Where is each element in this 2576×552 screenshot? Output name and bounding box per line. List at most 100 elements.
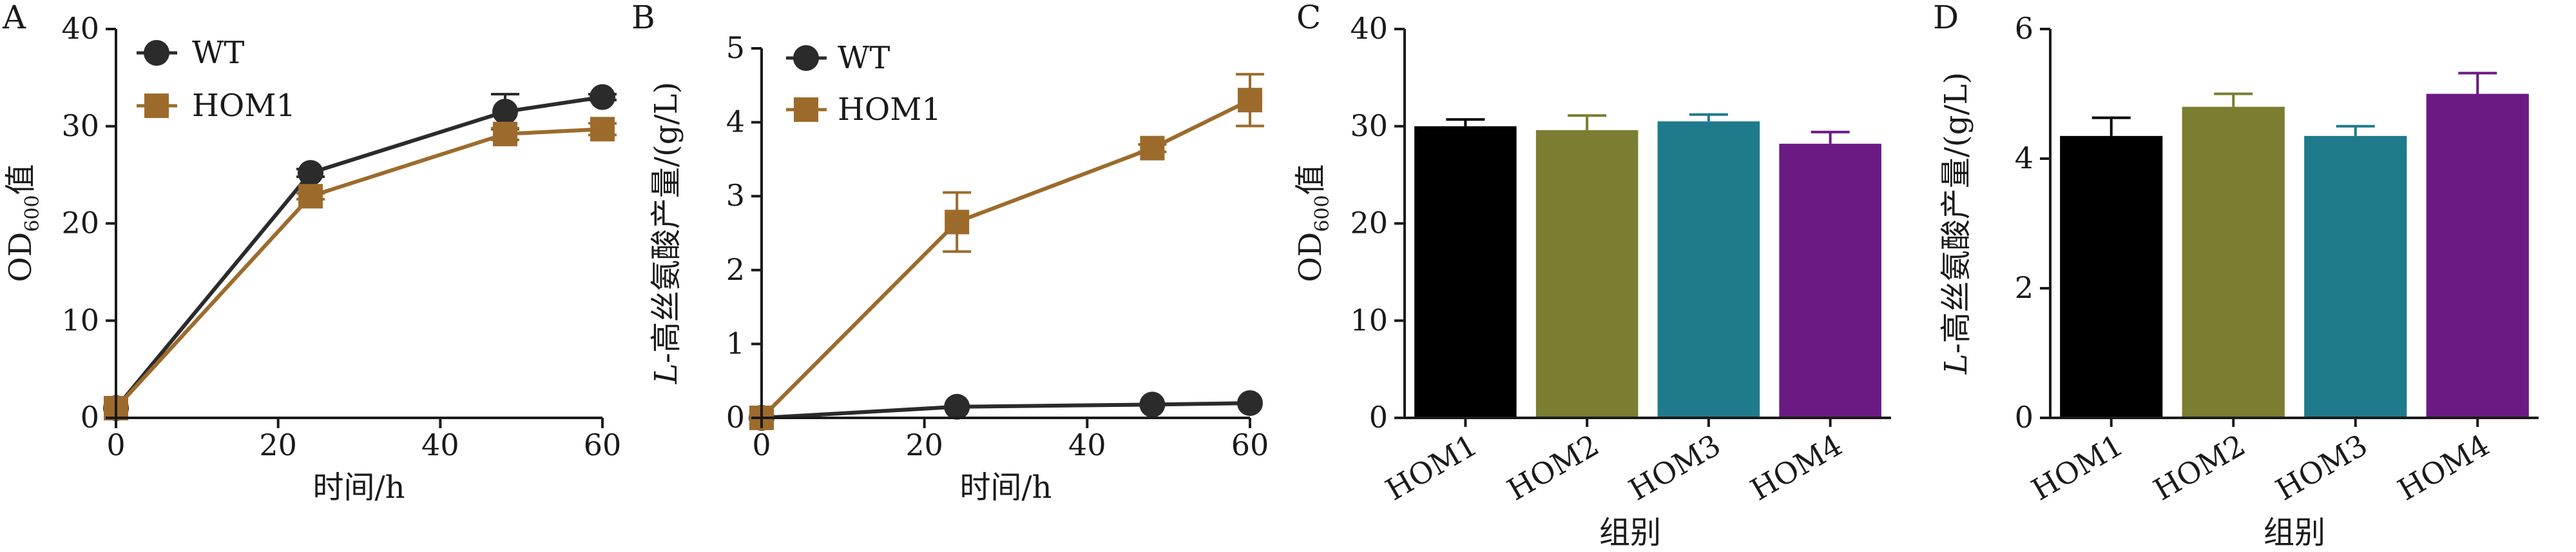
panel-a-y-title: OD600值 (3, 164, 44, 282)
series-hom1-point (945, 210, 970, 235)
series-wt-point (298, 160, 323, 186)
series-wt-point (1139, 391, 1166, 418)
x-tick-label: 40 (1068, 428, 1106, 462)
legend-hom1-label: HOM1 (192, 88, 296, 124)
y-tick-label: 3 (726, 178, 745, 213)
x-tick-label: HOM2 (2148, 428, 2251, 508)
legend-hom1-marker (794, 97, 818, 122)
panel-d-y-title: L-高丝氨酸产量/(g/L) (1938, 72, 1974, 375)
series-hom1-point (1140, 135, 1165, 161)
x-tick-label: HOM1 (1379, 428, 1483, 508)
panel-a-y-title-sub: 600 (21, 195, 44, 232)
panel-d-plot-area (2060, 72, 2529, 418)
panel-d-y-title-italic: L (1938, 353, 1974, 375)
panel-a-legend: WT HOM1 (137, 35, 296, 124)
panel-a-y-ticks: 0 10 20 30 40 (61, 11, 116, 435)
panel-c-label: C (1296, 0, 1321, 36)
x-tick-label: 40 (421, 428, 459, 462)
series-hom1-point (298, 184, 323, 209)
bar-hom4 (2426, 94, 2529, 418)
y-tick-label: 2 (726, 252, 745, 287)
series-wt-point (1237, 390, 1263, 417)
series-hom1-point (1238, 88, 1262, 113)
panel-c-y-title: OD600值 (1293, 164, 1334, 282)
panel-c-y-title-sub: 600 (1311, 195, 1334, 232)
panel-b-y-title-italic: L (648, 363, 684, 384)
y-tick-label: 0 (1369, 400, 1388, 435)
y-tick-label: 20 (61, 206, 99, 241)
panel-b-y-title: L-高丝氨酸产量/(g/L) (648, 82, 684, 385)
panel-c-y-ticks: 0 10 20 30 40 (1350, 11, 1405, 435)
panel-c-plot-area (1414, 113, 1881, 418)
series-wt-point (492, 99, 518, 125)
y-tick-label: 4 (726, 104, 745, 139)
y-tick-label: 30 (61, 108, 99, 143)
y-tick-label: 6 (2015, 11, 2033, 46)
panel-a-x-ticks: 0 20 40 60 (106, 418, 621, 462)
panel-d: D 0 2 4 6 HOM1 HOM2 HOM3 HOM4 组别 L-高丝氨酸产量/(g/L… (1933, 0, 2539, 551)
legend-wt-marker (144, 40, 169, 66)
panel-b-y-ticks: 0 1 2 3 4 5 (726, 30, 762, 435)
bar-hom2 (2182, 106, 2285, 418)
bar-hom2 (1535, 130, 1639, 418)
y-tick-label: 2 (2015, 270, 2033, 305)
panel-a-y-title-main: OD (3, 232, 39, 282)
panel-b-x-ticks: 0 20 40 60 (752, 418, 1269, 462)
x-tick-label: HOM3 (1623, 428, 1727, 508)
panel-a-y-title-suffix: 值 (3, 164, 39, 195)
bar-hom3 (2304, 135, 2407, 418)
x-tick-label: 0 (106, 428, 125, 462)
y-tick-label: 40 (61, 11, 99, 46)
x-tick-label: HOM4 (1745, 428, 1849, 508)
y-tick-label: 5 (726, 30, 745, 65)
panel-c-x-title: 组别 (1599, 515, 1661, 551)
x-tick-label: 60 (584, 428, 622, 462)
x-tick-label: HOM4 (2392, 428, 2495, 508)
panel-b-label: B (631, 0, 655, 36)
panel-d-y-ticks: 0 2 4 6 (2015, 11, 2050, 435)
panel-c-y-title-main: OD (1293, 232, 1329, 282)
x-tick-label: 20 (905, 428, 943, 462)
series-wt-point (590, 84, 615, 110)
bar-hom4 (1779, 143, 1881, 418)
legend-wt-label: WT (192, 35, 244, 71)
legend-wt-label: WT (838, 40, 890, 76)
y-tick-label: 10 (61, 302, 99, 337)
y-tick-label: 1 (726, 326, 745, 360)
panel-c-y-title-suffix: 值 (1293, 164, 1329, 195)
panel-b-x-title: 时间/h (959, 469, 1052, 506)
x-tick-label: 0 (752, 428, 771, 462)
panel-b-y-title-rest: -高丝氨酸产量/(g/L) (648, 82, 684, 364)
panel-b: B 0 1 2 3 4 5 0 20 40 60 时间/h L-高丝氨酸产量/(g/L) WT … (631, 0, 1269, 506)
series-wt-line (761, 401, 1251, 420)
panel-a: A 0 10 20 30 40 0 20 40 60 时间/h OD600值 WT HOM1 (2, 0, 621, 506)
y-tick-label: 0 (81, 400, 99, 435)
bar-hom1 (2060, 135, 2163, 418)
series-hom1-point (493, 121, 517, 146)
x-tick-label: 60 (1231, 428, 1269, 462)
legend-hom1-marker (144, 94, 169, 118)
series-hom1-line (114, 127, 603, 409)
y-tick-label: 10 (1350, 302, 1388, 337)
y-tick-label: 30 (1350, 108, 1388, 143)
bar-hom3 (1657, 121, 1760, 418)
panel-c: C 0 10 20 30 40 HOM1 HOM2 HOM3 HOM4 组别 OD600值 (1293, 0, 1891, 551)
legend-wt-marker (793, 45, 819, 71)
x-tick-label: 20 (259, 428, 297, 462)
series-wt-line (114, 95, 603, 409)
panel-d-x-ticks: HOM1 HOM2 HOM3 HOM4 (2026, 418, 2495, 508)
y-tick-label: 20 (1350, 206, 1388, 241)
legend-hom1-label: HOM1 (838, 92, 941, 128)
panel-d-label: D (1933, 0, 1959, 36)
y-tick-label: 4 (2015, 141, 2033, 175)
series-hom1-line (760, 98, 1251, 420)
y-tick-label: 0 (2015, 400, 2033, 435)
panel-a-label: A (2, 0, 26, 36)
series-hom1-point (590, 117, 615, 142)
y-tick-label: 40 (1350, 11, 1388, 46)
y-tick-label: 0 (726, 400, 745, 435)
panel-c-x-ticks: HOM1 HOM2 HOM3 HOM4 (1379, 418, 1848, 508)
x-tick-label: HOM2 (1501, 428, 1605, 508)
panel-a-plot-area (103, 84, 617, 421)
series-wt-point (944, 393, 970, 420)
